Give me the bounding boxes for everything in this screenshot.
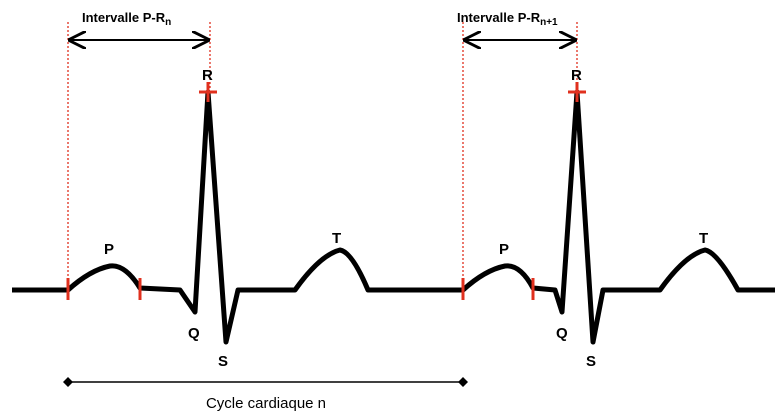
wave-label: T: [332, 230, 341, 247]
wave-label: S: [218, 353, 228, 370]
cycle-label: Cycle cardiaque n: [206, 395, 326, 412]
interval-label: Intervalle P-Rn+1: [457, 10, 558, 28]
wave-label: P: [104, 241, 114, 258]
wave-label: Q: [188, 325, 200, 342]
wave-label: R: [202, 67, 213, 84]
wave-label: Q: [556, 325, 568, 342]
wave-label: T: [699, 230, 708, 247]
markers: [66, 82, 586, 300]
wave-label: S: [586, 353, 596, 370]
wave-label: P: [499, 241, 509, 258]
guides: [67, 22, 578, 290]
wave-label: R: [571, 67, 582, 84]
ecg-trace: [12, 89, 775, 345]
interval-label: Intervalle P-Rn: [82, 10, 171, 28]
cycle-span: [63, 377, 468, 387]
